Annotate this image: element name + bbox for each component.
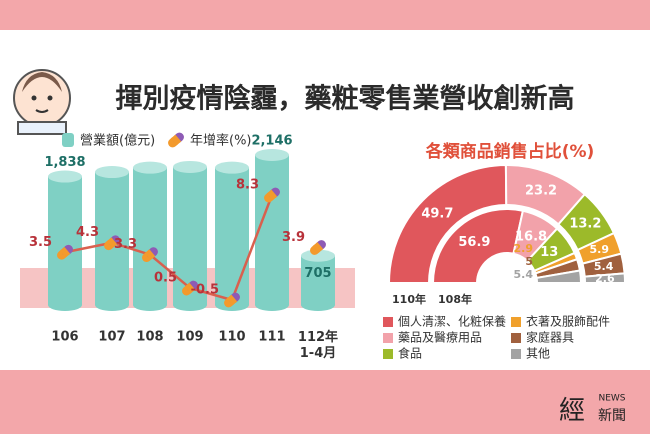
bar-cap (48, 170, 82, 183)
bar-base (173, 299, 207, 311)
line-segment (149, 253, 191, 290)
data-label: 2,146 (251, 134, 292, 149)
data-label: 13 (540, 245, 558, 260)
legend-label: 年增率(%) (190, 133, 252, 149)
x-tick-label: 106 (51, 330, 78, 345)
line-marker (57, 244, 73, 260)
line-segment (230, 194, 274, 301)
pill-mid (106, 237, 118, 249)
legend-swatch (511, 349, 521, 359)
line-marker (142, 247, 158, 263)
page-title: 揮別疫情陰霾，藥粧零售業營收創新高 (116, 83, 575, 115)
legend-swatch (511, 317, 521, 327)
pill-mid (59, 246, 71, 258)
logo-text: 新聞 (598, 408, 626, 424)
bar-cap (215, 161, 249, 174)
data-label: 16.8 (515, 229, 547, 244)
donut-slice (431, 208, 525, 284)
bar (301, 255, 335, 305)
bar (215, 167, 249, 305)
bar-cap (301, 249, 335, 262)
data-label: 8.3 (236, 178, 259, 193)
legend-label: 衣著及服飾配件 (526, 314, 610, 329)
data-label: 13.2 (569, 217, 601, 232)
legend-swatch (383, 349, 393, 359)
bar-base (301, 299, 335, 311)
pill-mid (312, 242, 324, 253)
legend-label: 個人清潔、化粧保養 (398, 314, 506, 329)
data-label: 3.3 (114, 237, 137, 252)
data-label: 56.9 (458, 235, 490, 250)
pill-mid (226, 294, 238, 306)
data-label: 2.6 (595, 272, 615, 285)
chart-title: 各類商品銷售占比(%) (425, 141, 595, 162)
pill-mid (266, 189, 278, 201)
data-label: 4.3 (76, 225, 99, 240)
line-marker (310, 240, 326, 255)
data-label: 49.7 (421, 207, 453, 222)
legend-label: 藥品及醫療用品 (398, 331, 482, 345)
x-tick-label: 107 (98, 330, 125, 345)
line-segment (111, 241, 151, 256)
ring-label: 108年 (438, 292, 472, 306)
bar-base (133, 299, 167, 311)
donut-slice (583, 272, 627, 284)
data-label: 5.9 (590, 243, 610, 256)
legend-label: 營業額(億元) (80, 133, 155, 149)
data-label: 23.2 (525, 184, 557, 199)
data-label: 0.5 (154, 271, 177, 286)
logo-mark: 經 (559, 396, 585, 426)
data-label: 5 (525, 255, 533, 268)
line-marker (224, 292, 240, 308)
data-label: 1,838 (44, 155, 85, 170)
x-tick-label: 112年 1-4月 (298, 329, 338, 361)
line-marker (182, 280, 198, 296)
legend-swatch (62, 133, 74, 147)
bar-cap (95, 166, 129, 179)
line-marker (264, 187, 280, 203)
bar-base (95, 299, 129, 311)
x-tick-label: 111 (258, 330, 285, 345)
pill-mid (144, 249, 156, 261)
donut-slice (535, 269, 583, 284)
data-label: -0.5 (191, 283, 219, 298)
legend-label: 其他 (526, 347, 550, 361)
bar-cap (255, 149, 289, 161)
x-tick-label: 108 (136, 330, 163, 345)
legend-swatch (168, 132, 184, 148)
data-label: 3.5 (29, 235, 52, 250)
legend-swatch (383, 317, 393, 327)
legend-label: 食品 (398, 346, 422, 361)
bar (133, 167, 167, 305)
pharmacist-icon (13, 69, 71, 135)
x-tick-label: 109 (176, 330, 203, 345)
bar (48, 176, 82, 305)
ring-label: 110年 (392, 292, 426, 306)
line-marker (104, 235, 120, 251)
data-label: 3.9 (282, 230, 305, 245)
bar-cap (173, 160, 207, 173)
data-label: 5.4 (594, 260, 614, 273)
legend-label: 家庭器具 (526, 330, 574, 345)
line-segment (64, 241, 113, 254)
line-segment (189, 286, 233, 302)
data-label: 705 (304, 266, 331, 281)
bar-base (48, 299, 82, 311)
logo: 經 NEWS 新聞 (559, 394, 626, 427)
legend-swatch (511, 333, 521, 343)
bar-base (255, 299, 289, 311)
pill-mid (170, 134, 182, 146)
bar (255, 155, 289, 305)
bar (173, 166, 207, 305)
bar-cap (133, 161, 167, 174)
pill-mid (184, 282, 196, 294)
legend-swatch (383, 333, 393, 343)
data-label: 2.9 (514, 242, 534, 255)
logo-news: NEWS (598, 394, 625, 404)
x-tick-label: 110 (218, 330, 245, 345)
data-label: 5.4 (514, 268, 534, 281)
